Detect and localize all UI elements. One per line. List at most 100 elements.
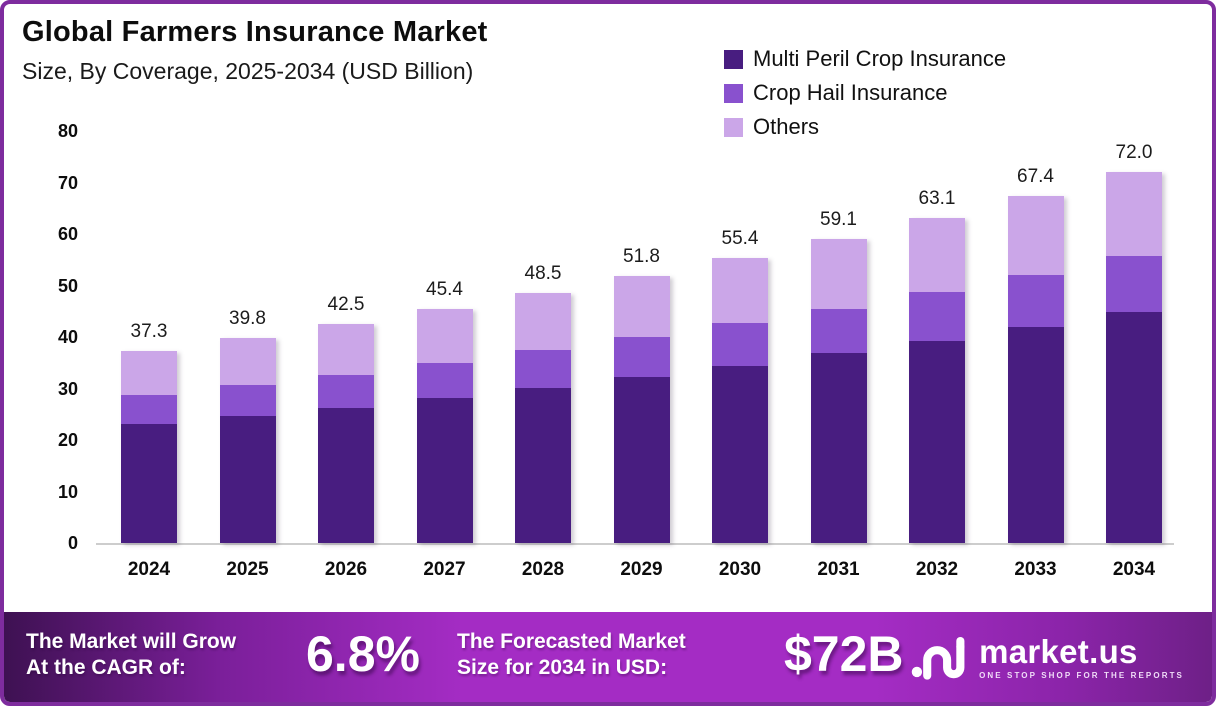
forecast-value: $72B	[784, 626, 904, 682]
bar-segment-2031-others	[810, 238, 867, 309]
bar-2031	[810, 238, 867, 543]
bar-total-label-2028: 48.5	[524, 263, 562, 285]
marketus-logo-icon	[911, 630, 967, 685]
bar-segment-2033-crop-hail-insurance	[1007, 274, 1064, 328]
bar-total-label-2031: 59.1	[820, 208, 857, 230]
bar-2024	[121, 350, 177, 543]
bar-segment-2028-multi-peril-crop-insurance	[515, 387, 571, 543]
legend-label: Others	[753, 114, 820, 139]
bar-segment-2030-multi-peril-crop-insurance	[712, 365, 768, 543]
legend-swatch-icon	[724, 117, 743, 137]
y-axis-tick-10: 10	[57, 481, 78, 502]
bar-2027	[416, 309, 473, 543]
bar-segment-2026-others	[318, 324, 374, 376]
bar-2025	[219, 338, 276, 543]
bar-segment-2030-others	[712, 257, 768, 324]
bar-segment-2031-crop-hail-insurance	[810, 308, 867, 354]
x-axis-label-2027: 2027	[423, 559, 466, 580]
x-axis-line	[96, 543, 1174, 545]
bar-segment-2033-others	[1007, 195, 1064, 275]
bar-2034	[1106, 172, 1162, 543]
bar-total-label-2025: 39.8	[229, 308, 266, 330]
x-axis-label-2024: 2024	[127, 559, 171, 580]
bar-segment-2024-others	[121, 350, 177, 396]
bar-segment-2029-others	[613, 276, 670, 337]
bar-total-label-2029: 51.8	[623, 246, 660, 268]
bar-segment-2034-crop-hail-insurance	[1106, 256, 1162, 312]
bar-segment-2031-multi-peril-crop-insurance	[810, 353, 867, 543]
page-title: Global Farmers Insurance Market	[22, 16, 488, 48]
bar-segment-2027-crop-hail-insurance	[416, 363, 473, 398]
x-axis-label-2031: 2031	[817, 559, 860, 580]
y-axis-tick-60: 60	[57, 224, 78, 244]
x-axis-label-2026: 2026	[324, 559, 368, 580]
bar-segment-2033-multi-peril-crop-insurance	[1007, 327, 1064, 543]
legend-item-2: Others	[724, 110, 1006, 144]
bar-2032	[909, 218, 965, 543]
bar-segment-2026-multi-peril-crop-insurance	[318, 407, 374, 543]
legend-swatch-icon	[724, 49, 743, 69]
bar-segment-2029-multi-peril-crop-insurance	[613, 376, 670, 543]
x-axis-label-2033: 2033	[1014, 559, 1057, 580]
bar-segment-2030-crop-hail-insurance	[712, 323, 768, 366]
y-axis-tick-0: 0	[67, 533, 78, 553]
y-axis-tick-30: 30	[57, 378, 78, 399]
y-axis-tick-70: 70	[57, 172, 78, 193]
logo-tagline: ONE STOP SHOP FOR THE REPORTS	[979, 670, 1184, 680]
forecast-label-line1: The Forecasted Market	[457, 630, 686, 653]
legend-label: Crop Hail Insurance	[753, 80, 948, 105]
bar-2033	[1007, 195, 1064, 543]
x-axis-label-2030: 2030	[718, 559, 762, 580]
bar-segment-2028-others	[515, 293, 571, 350]
x-axis-label-2028: 2028	[521, 559, 565, 580]
bar-segment-2024-multi-peril-crop-insurance	[121, 423, 177, 543]
y-axis-tick-40: 40	[57, 327, 78, 347]
bar-total-label-2024: 37.3	[130, 320, 168, 342]
bar-segment-2032-multi-peril-crop-insurance	[909, 341, 965, 543]
forecast-label-line2: Size for 2034 in USD:	[457, 656, 668, 679]
bar-total-label-2033: 67.4	[1017, 165, 1054, 187]
chart-canvas: Global Farmers Insurance Market Size, By…	[4, 4, 1212, 702]
bar-2026	[318, 324, 374, 543]
cagr-value: 6.8%	[306, 626, 420, 682]
bar-2029	[613, 276, 670, 543]
bar-segment-2024-crop-hail-insurance	[121, 395, 177, 424]
bar-segment-2034-others	[1106, 172, 1162, 257]
y-axis-tick-20: 20	[57, 430, 78, 450]
bar-2028	[515, 293, 571, 543]
marketus-logo: market.us ONE STOP SHOP FOR THE REPORTS	[911, 630, 1184, 685]
cagr-label-line1: The Market will Grow	[26, 630, 237, 653]
bar-segment-2025-multi-peril-crop-insurance	[219, 416, 276, 543]
bar-segment-2032-crop-hail-insurance	[909, 292, 965, 342]
bar-segment-2034-multi-peril-crop-insurance	[1106, 311, 1162, 543]
bar-segment-2032-others	[909, 218, 965, 293]
legend-label: Multi Peril Crop Insurance	[753, 46, 1007, 71]
page-subtitle: Size, By Coverage, 2025-2034 (USD Billio…	[22, 58, 474, 84]
footer-banner: The Market will Grow At the CAGR of: 6.8…	[4, 612, 1212, 702]
legend-item-1: Crop Hail Insurance	[724, 76, 1006, 110]
bar-total-label-2032: 63.1	[918, 188, 956, 210]
cagr-label: The Market will Grow At the CAGR of:	[26, 629, 236, 681]
x-axis-label-2034: 2034	[1112, 559, 1156, 580]
x-axis-label-2029: 2029	[620, 559, 663, 580]
bar-total-label-2026: 42.5	[327, 294, 365, 316]
bar-segment-2027-multi-peril-crop-insurance	[416, 397, 473, 543]
bar-segment-2027-others	[416, 309, 473, 364]
cagr-label-line2: At the CAGR of:	[26, 656, 186, 679]
bar-total-label-2034: 72.0	[1115, 142, 1153, 164]
bar-segment-2026-crop-hail-insurance	[318, 375, 374, 408]
bar-segment-2025-crop-hail-insurance	[219, 384, 276, 417]
bar-total-label-2030: 55.4	[721, 227, 759, 249]
y-axis-tick-80: 80	[57, 121, 78, 141]
bar-segment-2029-crop-hail-insurance	[613, 337, 670, 377]
bar-segment-2025-others	[219, 338, 276, 385]
bar-total-label-2027: 45.4	[426, 279, 463, 301]
legend-swatch-icon	[724, 83, 743, 103]
forecast-label: The Forecasted Market Size for 2034 in U…	[457, 629, 686, 681]
y-axis-tick-50: 50	[57, 275, 78, 296]
bar-2030	[712, 257, 768, 543]
bar-segment-2028-crop-hail-insurance	[515, 349, 571, 388]
x-axis-label-2025: 2025	[226, 559, 269, 580]
x-axis-label-2032: 2032	[915, 559, 959, 580]
